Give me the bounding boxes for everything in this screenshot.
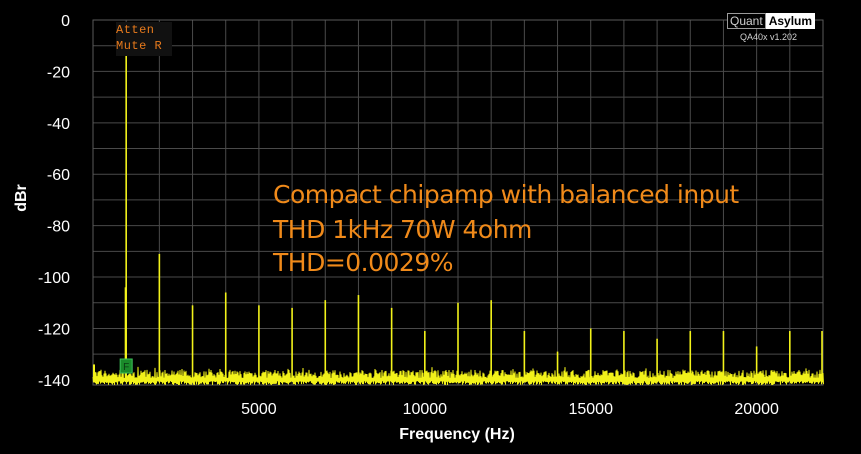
annotation-condition: THD 1kHz 70W 4ohm (273, 215, 532, 244)
app-logo: Quant Asylum (727, 13, 816, 29)
y-tick-label: -80 (47, 219, 70, 236)
y-tick-label: -40 (47, 116, 70, 133)
x-tick-label: 10000 (403, 401, 448, 418)
plot-frame (92, 19, 824, 386)
app-version: QA40x v1.202 (740, 32, 798, 42)
y-tick-label: -60 (47, 167, 70, 184)
atten-badge: Atten (116, 23, 155, 37)
mute-badge: Mute R (116, 39, 163, 53)
logo-quant: Quant (727, 13, 766, 29)
logo-asylum: Asylum (765, 13, 816, 29)
y-axis-title: dBr (13, 184, 30, 212)
x-axis-title: Frequency (Hz) (399, 426, 515, 443)
y-tick-label: -120 (38, 321, 70, 338)
y-tick-label: -100 (38, 270, 70, 287)
axes: 0 -20 -40 -60 -80 -100 -120 -140 5000 10000 15000 2… (38, 13, 824, 418)
x-tick-label: 5000 (241, 401, 277, 418)
marker-box (119, 358, 133, 374)
x-tick-label: 20000 (734, 401, 779, 418)
axis-labels: Frequency (Hz) dBr (13, 184, 515, 443)
marker-label: F (123, 362, 129, 373)
annotation-title: Compact chipamp with balanced input (273, 180, 739, 209)
y-tick-label: 0 (61, 13, 70, 30)
status-badge-box (116, 22, 172, 56)
y-tick-label: -140 (38, 373, 70, 390)
y-tick-label: -20 (47, 64, 70, 81)
x-tick-label: 15000 (568, 401, 613, 418)
annotation-thd: THD=0.0029% (273, 248, 454, 277)
fundamental-marker[interactable]: F (119, 358, 133, 374)
spectrum-trace (92, 53, 824, 386)
